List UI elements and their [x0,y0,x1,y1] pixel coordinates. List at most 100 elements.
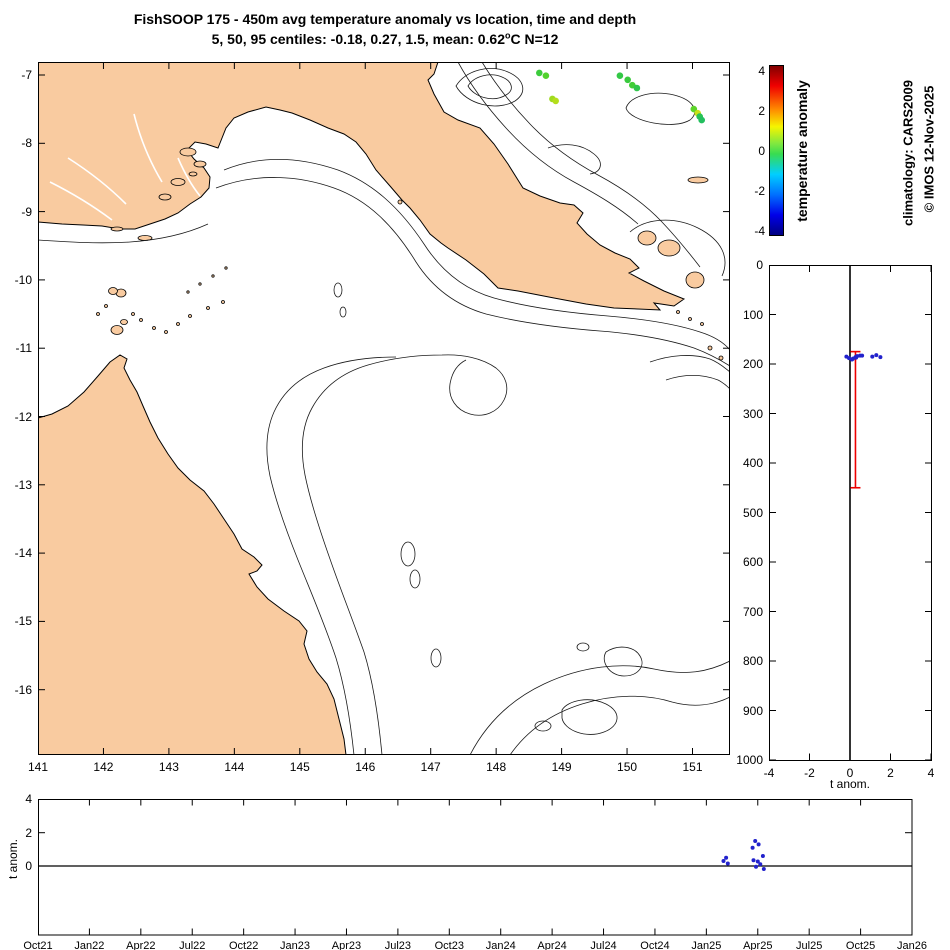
subtitle-text: 5, 50, 95 centiles: -0.18, 0.27, 1.5, me… [211,31,506,47]
bathymetry-contours [38,62,730,755]
contour-huon-blob [455,68,524,107]
timeseries-x-tick-label: Jul22 [179,940,206,950]
map-y-tick-label: -15 [14,614,32,629]
timeseries-x-tick-label: Jan25 [691,940,722,950]
timeseries-data-point [755,859,760,864]
timeseries-x-tick-label: Apr25 [743,940,773,950]
timeseries-scatter-points [721,839,766,871]
colorbar-tick-label: -4 [754,224,765,238]
contour-solomon-sea-1 [457,62,639,225]
timeseries-data-point [761,867,766,871]
profile-x-tick-label: -2 [804,766,815,780]
timeseries-x-tick-label: Oct23 [434,940,464,950]
profile-y-tick-label: 700 [742,604,763,619]
timeseries-data-point [721,859,726,863]
contour-platform-blob [625,92,696,125]
profile-axes-box [769,265,932,761]
profile-y-tick-label: 100 [742,307,763,322]
profile-x-tick-label: 4 [927,766,935,780]
timeseries-x-tick-label: Apr22 [126,940,156,950]
map-data-point [552,97,559,105]
timeseries-y-tick-label: 2 [25,825,32,840]
climatology-note: climatology: CARS2009 [900,80,916,226]
profile-data-point [870,354,875,359]
map-x-tick-label: 146 [355,760,376,774]
colorbar-label: temperature anomaly [794,80,810,222]
map-y-tick-label: -11 [15,341,32,356]
profile-y-tick-label: 300 [742,406,763,421]
profile-data-point [860,353,865,358]
degree-superscript: o [505,30,511,41]
map-x-tick-label: 144 [224,760,245,774]
timeseries-data-point [725,861,730,866]
map-axes-box [38,62,730,755]
timeseries-x-tick-label: Jan24 [485,940,516,950]
contour-gulf-of-papua-1 [223,159,730,351]
map-panel [38,62,730,755]
land-shapes [38,62,724,755]
map-x-tick-label: 142 [93,760,114,774]
profile-x-axis-label: t anom. [829,777,871,791]
timeseries-data-point [753,839,758,843]
profile-data-point [844,354,849,359]
timeseries-y-tick-label: 0 [25,859,32,873]
profile-y-tick-label: 900 [742,703,763,718]
contour-dentrecasteaux [629,219,726,277]
map-y-tick-label: -10 [14,272,32,287]
land-new-guinea [38,62,686,311]
river-channels [49,113,201,221]
imos-credit: © IMOS 12-Nov-2025 [921,85,937,213]
subtitle-units: C N=12 [510,31,559,47]
profile-x-tick-label: 0 [846,766,854,780]
depth-profile-panel [769,265,932,761]
timeseries-data-point [756,842,761,847]
map-data-point [542,72,550,79]
contour-squiggle [547,144,601,175]
profile-x-tick-label: 2 [887,766,894,780]
timeseries-x-tick-label: Jan26 [897,940,927,950]
profile-y-tick-label: 1000 [736,753,763,767]
map-x-tick-label: 151 [682,760,703,774]
map-scatter-points [536,69,705,124]
map-x-tick-label: 145 [289,760,310,774]
map-y-tick-label: -8 [21,136,32,151]
profile-y-tick-label: 800 [742,654,763,668]
map-x-tick-label: 141 [27,760,49,774]
colorbar-tick-label: 4 [758,64,765,78]
contour-solomon-sea-2 [481,62,701,268]
profile-data-point [855,354,860,359]
timeseries-x-tick-label: Oct24 [640,940,670,950]
timeseries-panel [38,799,913,936]
map-data-point [616,72,624,79]
land-australia [38,354,347,755]
map-x-tick-label: 149 [551,760,572,774]
contour-se-peninsula [649,355,730,390]
islands [96,147,724,361]
profile-x-tick-label: -4 [763,766,775,780]
map-y-tick-label: -14 [14,546,32,561]
profile-y-tick-label: 200 [742,357,763,371]
timeseries-data-point [758,862,763,867]
timeseries-axes-box [38,799,913,936]
chart-subtitle: 5, 50, 95 centiles: -0.18, 0.27, 1.5, me… [40,31,730,47]
colorbar-tick-label: 0 [758,144,765,158]
timeseries-y-axis-label: t anom. [6,838,20,880]
timeseries-x-tick-label: Jul24 [590,940,617,950]
timeseries-data-point [724,855,729,860]
timeseries-x-tick-label: Oct22 [228,940,259,950]
timeseries-data-point [754,864,758,869]
colorbar [769,65,784,236]
map-data-point [633,84,641,92]
map-x-tick-label: 143 [158,760,179,774]
timeseries-y-tick-label: 4 [25,792,32,807]
contour-shelf-inner [266,356,397,755]
profile-y-tick-label: 600 [742,555,763,569]
contour-reef-blobs [561,646,643,735]
map-x-tick-label: 147 [420,760,441,774]
timeseries-x-tick-label: Oct25 [845,940,876,950]
map-y-tick-label: -12 [14,409,32,424]
timeseries-data-point [751,858,756,863]
contour-shelf-outer [301,354,508,755]
depth-range-bar [850,350,861,489]
